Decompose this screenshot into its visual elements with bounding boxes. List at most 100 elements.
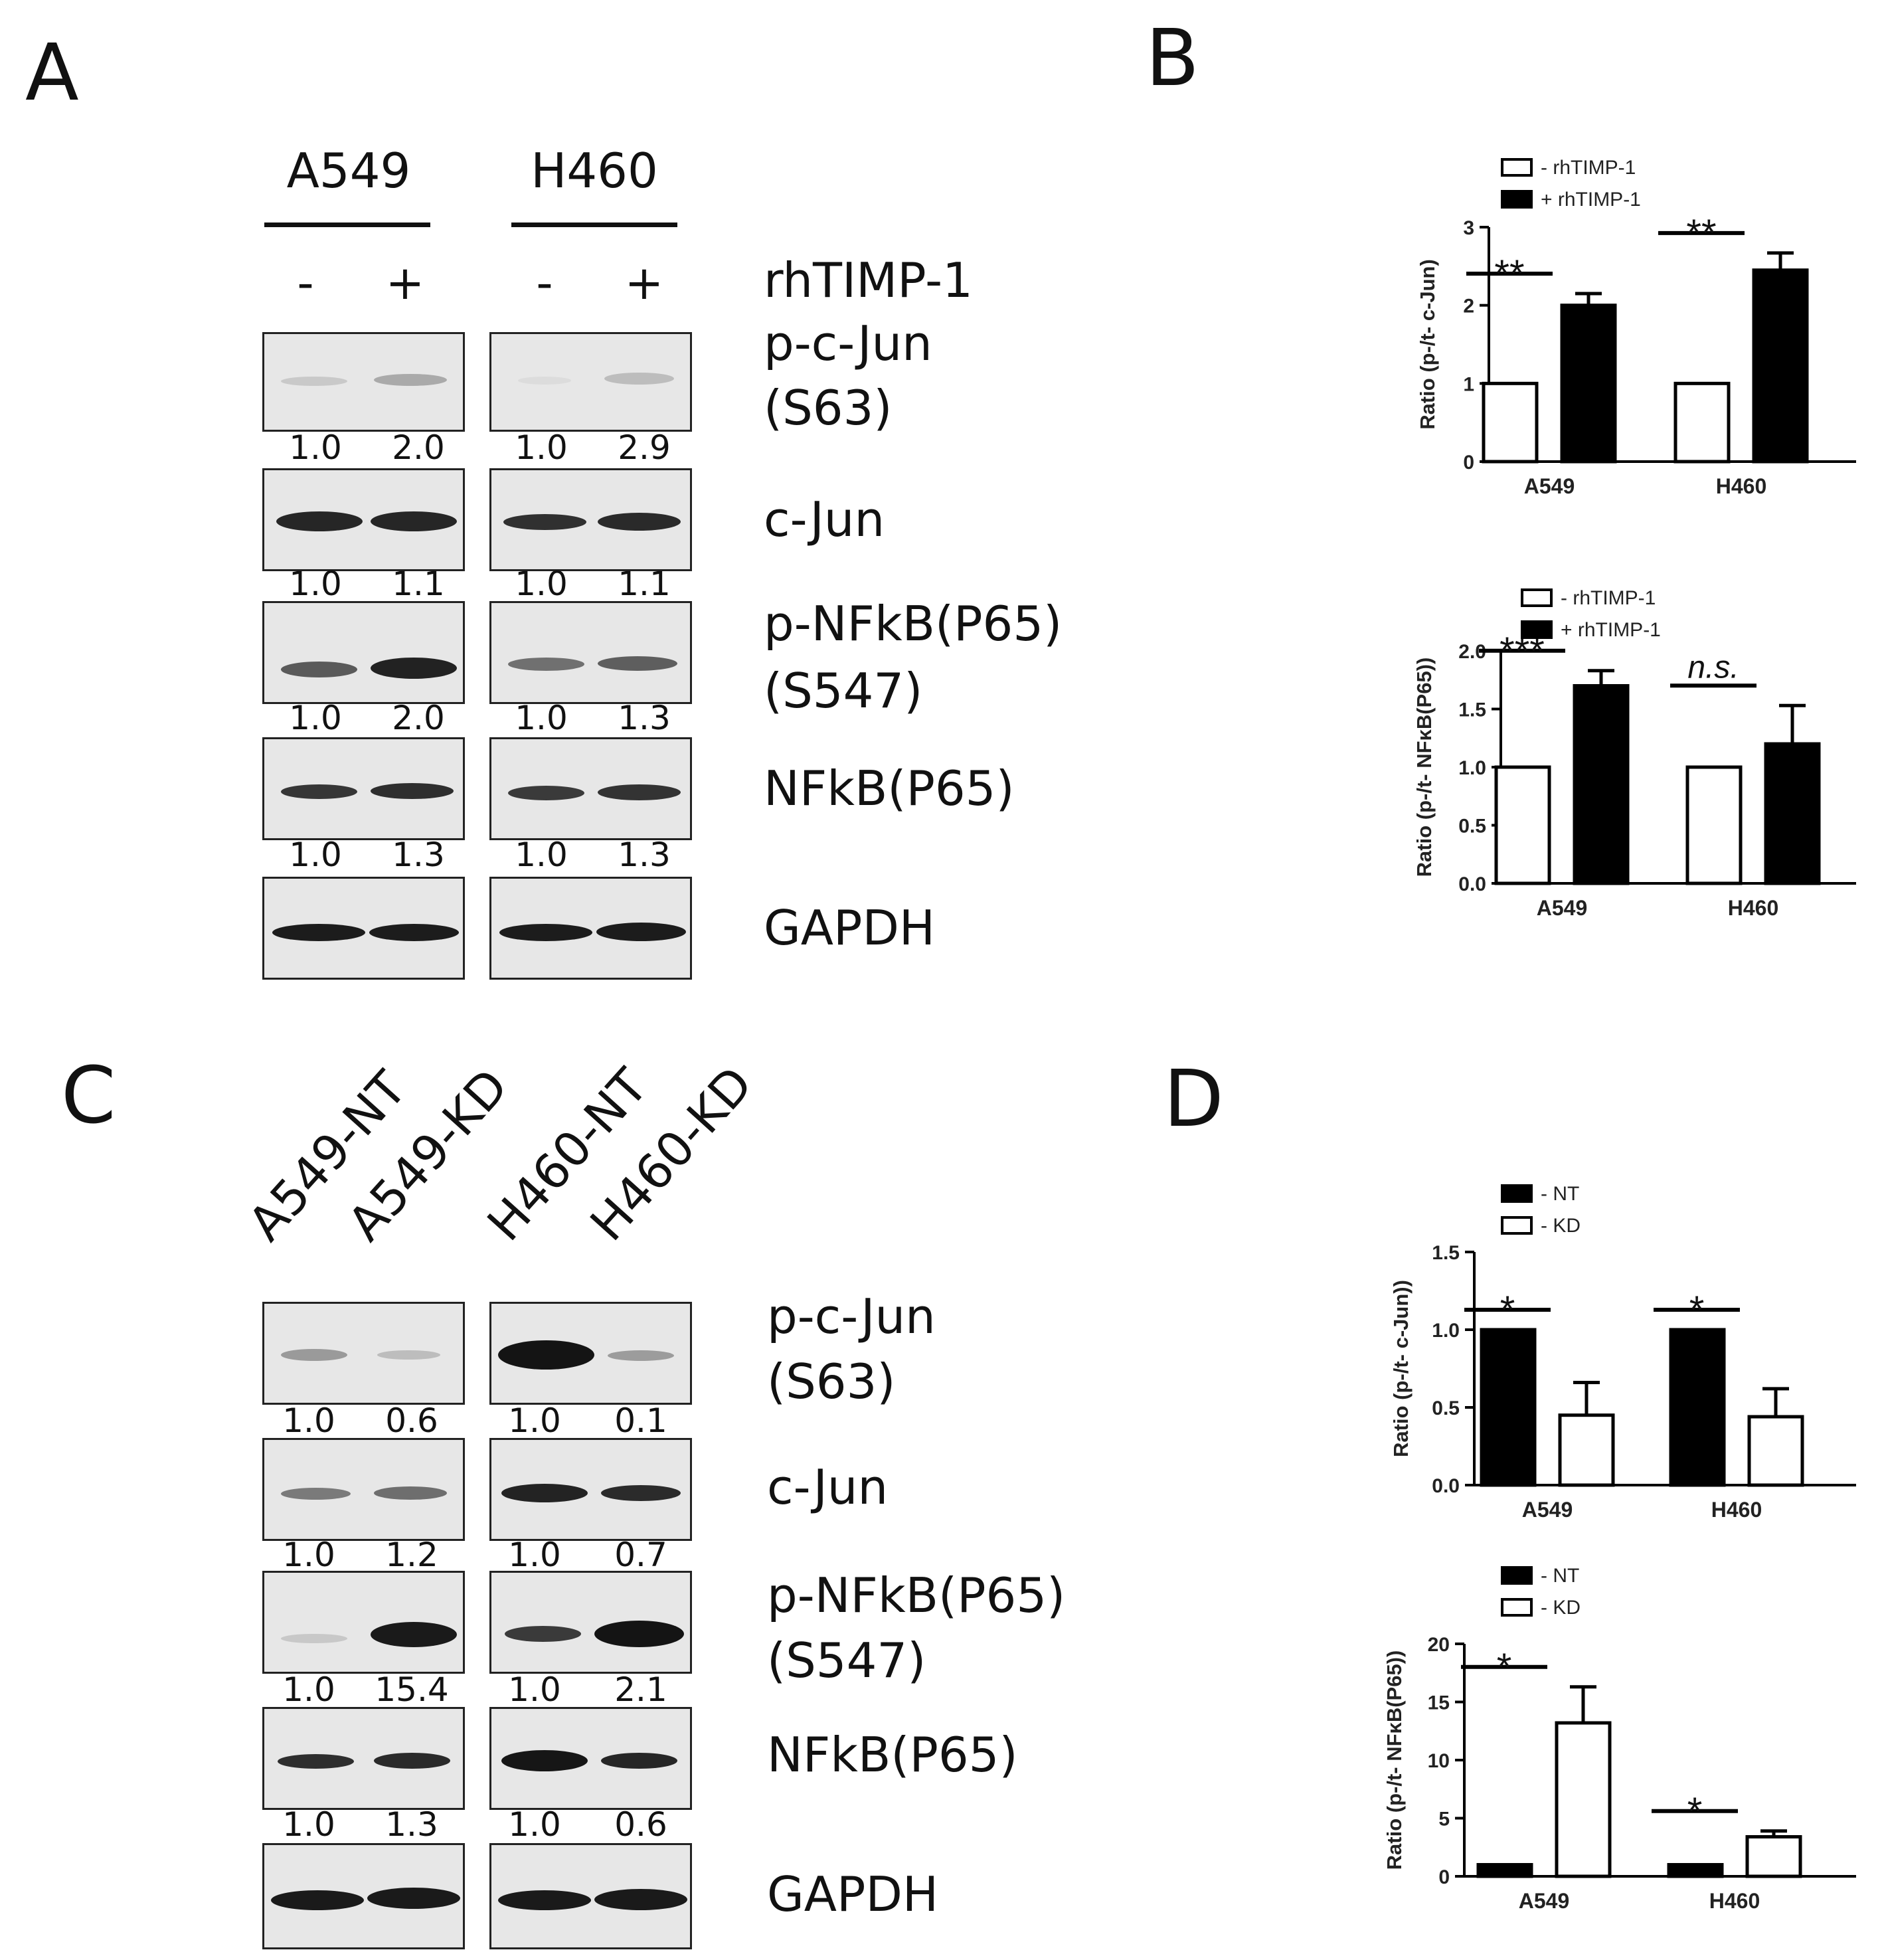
y-tick-label: 0 (1438, 1866, 1450, 1888)
quant-value: 1.0 (289, 699, 342, 737)
label-s547: (S547) (767, 1633, 926, 1688)
quant-value: 1.0 (289, 565, 342, 603)
cell-line-h460: H460 (531, 143, 658, 199)
blot-c-gapdh-h460 (489, 1843, 692, 1949)
quant-value: 1.3 (618, 699, 671, 737)
quant-value: 1.0 (515, 699, 568, 737)
blot-a-nfkb-h460 (489, 737, 692, 840)
label-pnfkb: p-NFkB(P65) (764, 596, 1063, 652)
quant-value: 1.0 (282, 1805, 335, 1844)
blot-c-nfkb-h460 (489, 1707, 692, 1810)
quant-value: 1.1 (618, 565, 671, 603)
y-tick-label: 10 (1428, 1750, 1450, 1772)
label-cjun: c-Jun (764, 491, 885, 547)
blot-a-pcjun-h460 (489, 332, 692, 432)
y-tick-label: 2 (1463, 296, 1474, 317)
legend-swatch (1501, 1216, 1533, 1235)
quant-value: 1.0 (282, 1401, 335, 1440)
quant-value: 1.1 (392, 565, 445, 603)
quant-value: 2.0 (392, 428, 445, 467)
panel-letter-c: C (61, 1049, 116, 1141)
x-tick-label: H460 (1711, 1498, 1762, 1522)
panel-letter-b: B (1146, 12, 1199, 104)
blot-a-pnfkb-a549 (262, 601, 465, 704)
label-s63: (S63) (764, 380, 893, 436)
treat-sign: + (385, 256, 425, 310)
x-tick-label: A549 (1522, 1498, 1573, 1522)
quant-value: 1.0 (508, 1805, 561, 1844)
legend-swatch (1521, 588, 1553, 607)
legend-swatch (1501, 1566, 1533, 1585)
panel-letter-a: A (25, 27, 79, 118)
treat-sign: - (536, 256, 553, 310)
blot-c-pcjun-h460 (489, 1302, 692, 1405)
y-axis-label: Ratio (p-/t- c-Jun)) (1389, 1280, 1413, 1457)
bar (1494, 765, 1551, 885)
y-tick-label: 15 (1428, 1692, 1450, 1714)
bar (1752, 268, 1809, 464)
quant-value: 0.6 (385, 1401, 438, 1440)
bar (1745, 1835, 1802, 1878)
y-tick-label: 0.5 (1458, 816, 1486, 838)
label-pcjun: p-c-Jun (767, 1289, 936, 1344)
quant-value: 15.4 (375, 1670, 449, 1709)
significance-marker: * (1689, 1289, 1705, 1332)
y-tick-label: 0.0 (1458, 873, 1486, 895)
y-axis-label: Ratio (p-/t- c-Jun) (1416, 259, 1439, 430)
legend-swatch (1501, 158, 1533, 177)
legend-label: + rhTIMP-1 (1561, 619, 1661, 641)
bar (1476, 1863, 1533, 1878)
legend-label: - NT (1541, 1565, 1579, 1587)
quant-value: 1.0 (289, 836, 342, 874)
blot-c-pnfkb-a549 (262, 1571, 465, 1674)
blot-c-nfkb-a549 (262, 1707, 465, 1810)
treat-sign: - (297, 256, 314, 310)
y-tick-label: 0 (1463, 452, 1474, 474)
legend-swatch (1501, 1184, 1533, 1203)
bar (1480, 1328, 1537, 1487)
quant-value: 1.3 (385, 1805, 438, 1844)
quant-value: 1.0 (515, 565, 568, 603)
quant-value: 1.0 (282, 1536, 335, 1574)
significance-marker: ** (1494, 252, 1524, 296)
blot-c-pnfkb-h460 (489, 1571, 692, 1674)
y-tick-label: 1.0 (1458, 757, 1486, 779)
x-tick-label: H460 (1728, 896, 1779, 920)
cell-line-a549: A549 (286, 143, 411, 199)
bar (1482, 381, 1539, 464)
quant-value: 1.3 (392, 836, 445, 874)
y-tick-label: 20 (1428, 1634, 1450, 1656)
legend-label: - rhTIMP-1 (1561, 587, 1656, 609)
quant-value: 2.1 (614, 1670, 667, 1709)
label-cjun: c-Jun (767, 1459, 889, 1515)
y-axis-label: Ratio (p-/t- NFκB(P65)) (1413, 658, 1436, 877)
legend-swatch (1501, 190, 1533, 209)
legend-swatch (1501, 1598, 1533, 1617)
blot-c-cjun-h460 (489, 1438, 692, 1541)
y-tick-label: 0.5 (1432, 1397, 1460, 1419)
y-tick-label: 1.0 (1432, 1320, 1460, 1342)
quant-value: 1.0 (515, 428, 568, 467)
x-tick-label: A549 (1524, 474, 1575, 498)
blot-a-gapdh-a549 (262, 877, 465, 980)
y-axis-label: Ratio (p-/t- NFκB(P65)) (1383, 1650, 1406, 1870)
blot-c-pcjun-a549 (262, 1302, 465, 1405)
legend-swatch (1521, 620, 1553, 639)
quant-value: 1.0 (515, 836, 568, 874)
significance-marker: * (1497, 1646, 1512, 1689)
label-pnfkb: p-NFkB(P65) (767, 1567, 1066, 1623)
significance-marker: ** (1686, 212, 1716, 255)
y-tick-label: 1 (1463, 373, 1474, 395)
quant-value: 1.0 (282, 1670, 335, 1709)
quant-value: 2.0 (392, 699, 445, 737)
significance-marker: * (1687, 1790, 1703, 1833)
quant-value: 1.0 (508, 1670, 561, 1709)
bar (1555, 1721, 1612, 1878)
bar (1667, 1863, 1724, 1878)
label-nfkb: NFkB(P65) (767, 1727, 1018, 1783)
y-tick-label: 5 (1438, 1809, 1450, 1830)
bar (1560, 304, 1617, 464)
quant-value: 2.9 (618, 428, 671, 467)
blot-a-pnfkb-h460 (489, 601, 692, 704)
bar (1764, 742, 1821, 885)
